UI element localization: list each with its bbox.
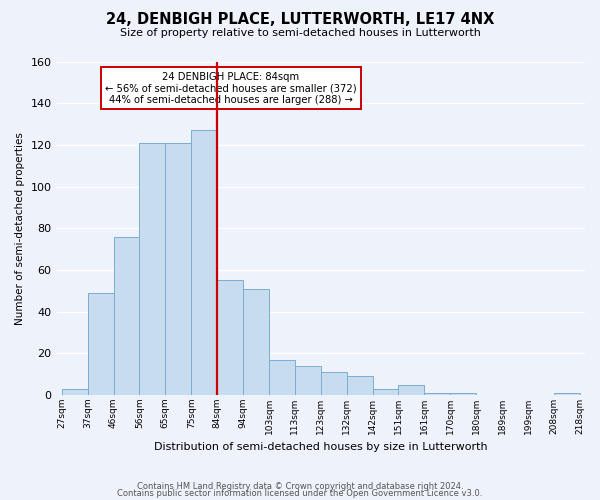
X-axis label: Distribution of semi-detached houses by size in Lutterworth: Distribution of semi-detached houses by …	[154, 442, 488, 452]
Bar	[295, 366, 321, 395]
Bar	[554, 393, 580, 395]
Text: Contains public sector information licensed under the Open Government Licence v3: Contains public sector information licen…	[118, 490, 482, 498]
Bar	[424, 393, 450, 395]
Bar	[166, 143, 191, 395]
Bar	[450, 393, 476, 395]
Bar	[347, 376, 373, 395]
Text: Size of property relative to semi-detached houses in Lutterworth: Size of property relative to semi-detach…	[119, 28, 481, 38]
Bar	[217, 280, 243, 395]
Text: 24, DENBIGH PLACE, LUTTERWORTH, LE17 4NX: 24, DENBIGH PLACE, LUTTERWORTH, LE17 4NX	[106, 12, 494, 28]
Bar	[88, 293, 113, 395]
Text: 24 DENBIGH PLACE: 84sqm
← 56% of semi-detached houses are smaller (372)
44% of s: 24 DENBIGH PLACE: 84sqm ← 56% of semi-de…	[105, 72, 357, 104]
Bar	[321, 372, 347, 395]
Bar	[243, 288, 269, 395]
Bar	[62, 389, 88, 395]
Text: Contains HM Land Registry data © Crown copyright and database right 2024.: Contains HM Land Registry data © Crown c…	[137, 482, 463, 491]
Bar	[269, 360, 295, 395]
Bar	[398, 384, 424, 395]
Bar	[139, 143, 166, 395]
Bar	[191, 130, 217, 395]
Bar	[113, 236, 139, 395]
Y-axis label: Number of semi-detached properties: Number of semi-detached properties	[15, 132, 25, 324]
Bar	[373, 389, 398, 395]
